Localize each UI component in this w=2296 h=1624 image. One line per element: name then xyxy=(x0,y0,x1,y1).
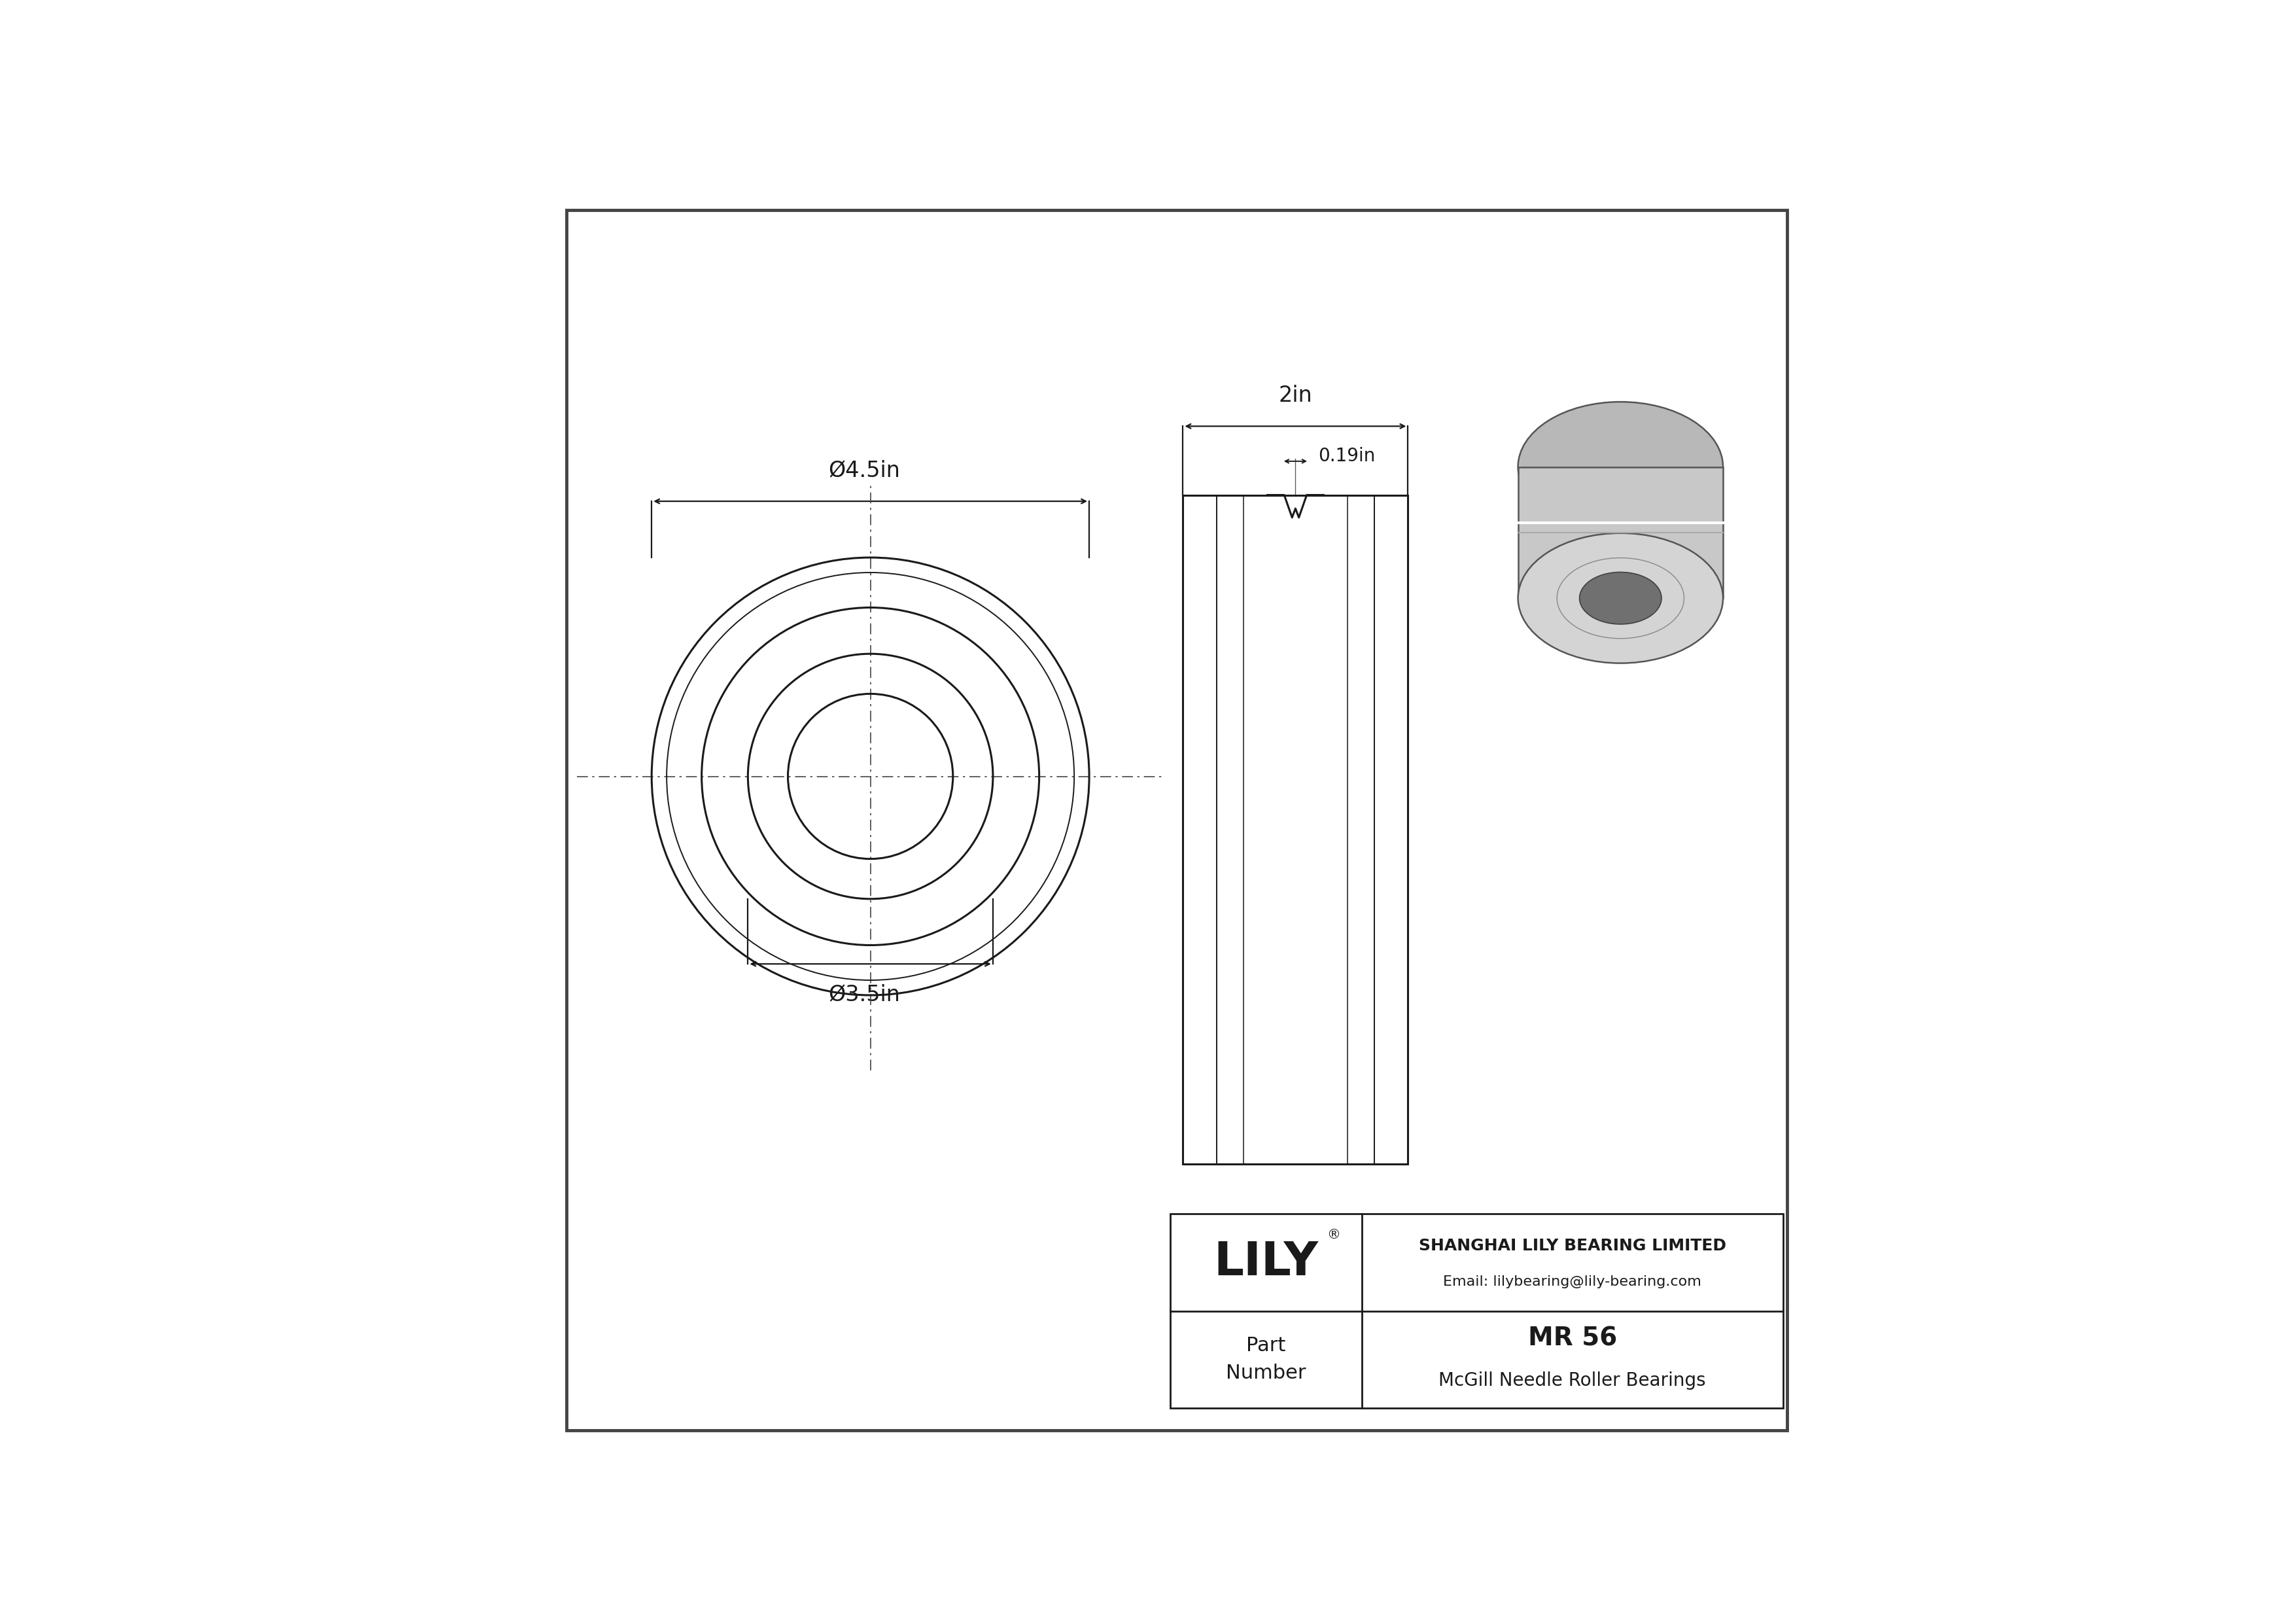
Text: Ø4.5in: Ø4.5in xyxy=(829,460,900,481)
Text: SHANGHAI LILY BEARING LIMITED: SHANGHAI LILY BEARING LIMITED xyxy=(1419,1237,1727,1254)
Text: Email: lilybearing@lily-bearing.com: Email: lilybearing@lily-bearing.com xyxy=(1444,1275,1701,1288)
Text: MR 56: MR 56 xyxy=(1527,1325,1616,1351)
Bar xyxy=(1182,495,1407,1164)
Text: Part
Number: Part Number xyxy=(1226,1337,1306,1384)
Text: LILY: LILY xyxy=(1215,1239,1318,1285)
Text: 0.19in: 0.19in xyxy=(1318,447,1375,466)
Ellipse shape xyxy=(1518,401,1722,533)
Text: ®: ® xyxy=(1327,1228,1341,1241)
Text: Ø3.5in: Ø3.5in xyxy=(829,984,900,1005)
Ellipse shape xyxy=(1580,572,1662,624)
Bar xyxy=(1171,1215,1784,1408)
Text: McGill Needle Roller Bearings: McGill Needle Roller Bearings xyxy=(1440,1372,1706,1390)
Polygon shape xyxy=(1518,466,1722,598)
Text: 2in: 2in xyxy=(1279,385,1313,406)
Ellipse shape xyxy=(1518,533,1722,663)
